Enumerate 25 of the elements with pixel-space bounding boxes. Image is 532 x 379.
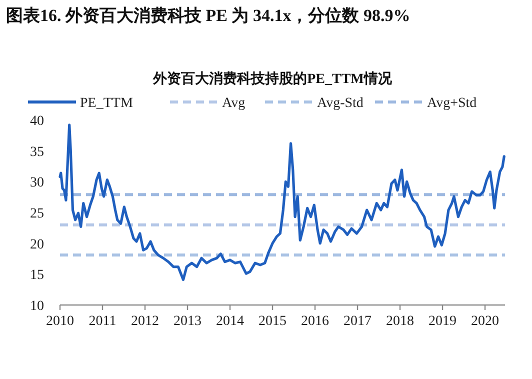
x-tick-label: 2010 [46, 314, 74, 329]
legend-label: Avg+Std [427, 96, 477, 111]
x-tick-label: 2018 [386, 314, 414, 329]
x-tick-label: 2012 [131, 314, 160, 329]
legend-label: PE_TTM [80, 96, 134, 111]
chart-subtitle: 外资百大消费科技持股的PE_TTM情况 [152, 71, 393, 87]
x-tick-label: 2016 [301, 314, 330, 329]
line-series [58, 124, 506, 282]
legend-label: Avg-Std [317, 96, 364, 111]
y-tick-label: 20 [30, 237, 44, 252]
x-tick-label: 2019 [428, 314, 457, 329]
chart-title: 图表16. 外资百大消费科技 PE 为 34.1x，分位数 98.9% [6, 5, 412, 27]
y-tick-label: 25 [30, 206, 44, 222]
x-tick-label: 2014 [216, 314, 244, 329]
x-tick-label: 2017 [344, 314, 372, 329]
legend-label: Avg [222, 96, 246, 111]
x-tick-label: 2020 [471, 314, 500, 329]
y-tick-label: 35 [30, 144, 44, 160]
y-tick-label: 15 [30, 268, 44, 284]
x-tick-label: 2011 [88, 314, 116, 329]
y-tick-label: 10 [30, 299, 44, 314]
y-tick-label: 40 [30, 114, 44, 129]
y-tick-label: 30 [30, 176, 44, 191]
x-tick-label: 2015 [258, 314, 287, 329]
x-tick-label: 2013 [174, 314, 202, 329]
